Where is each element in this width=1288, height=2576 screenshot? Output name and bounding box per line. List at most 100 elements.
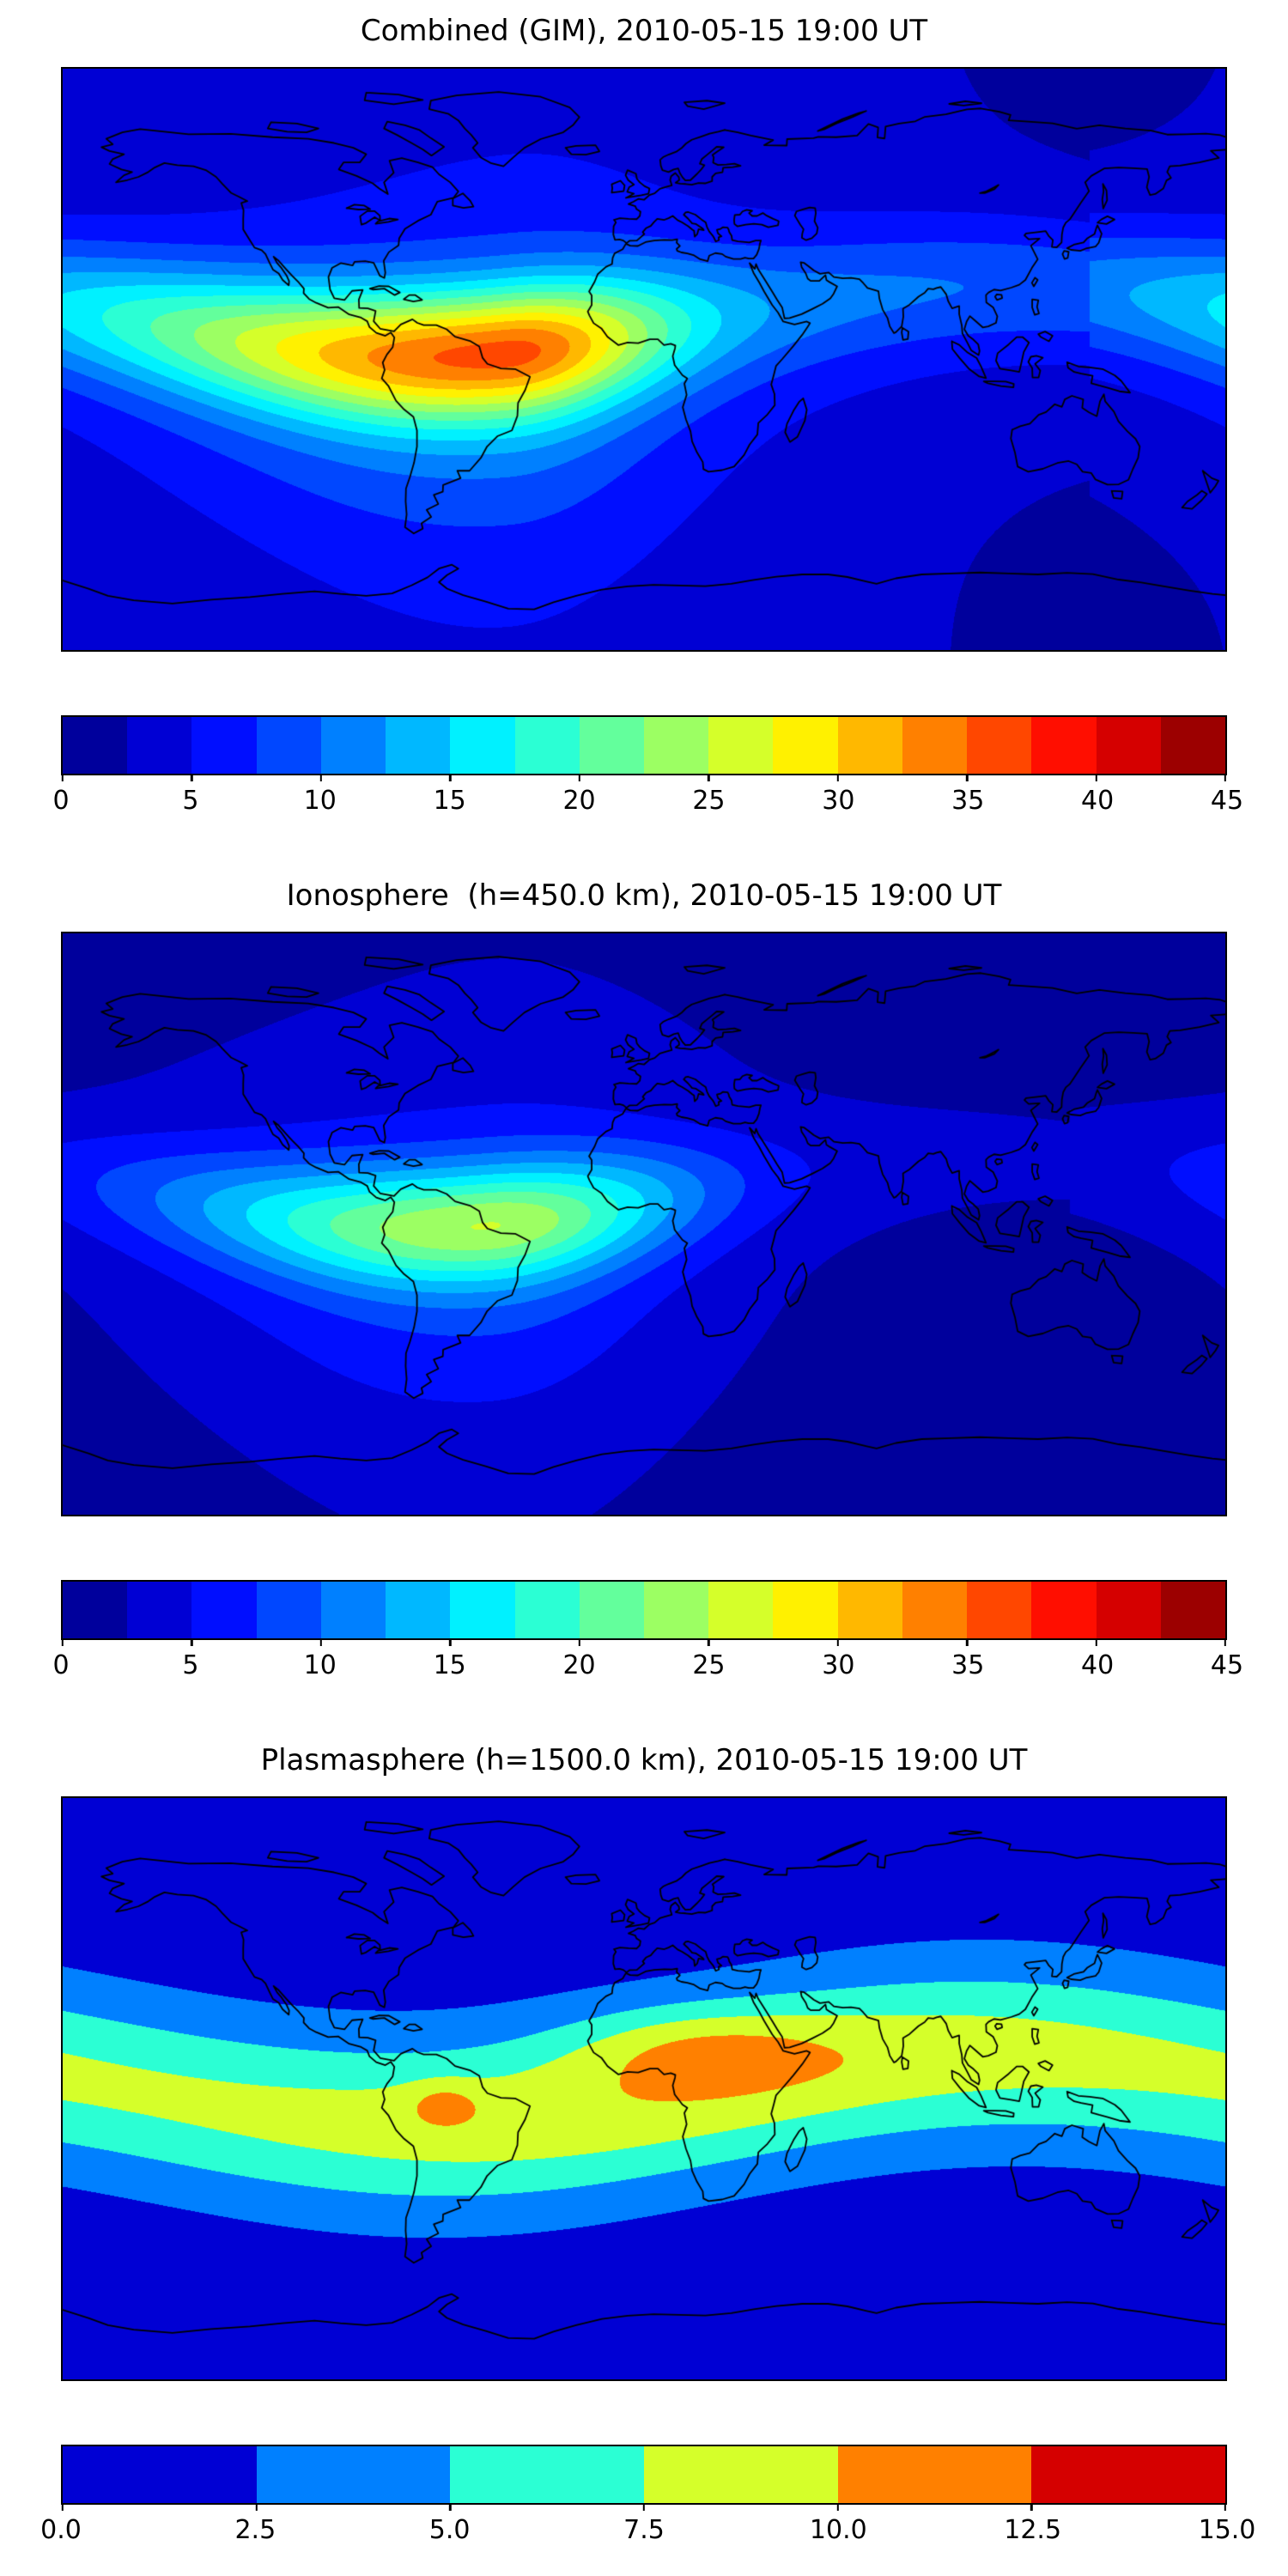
colorbar-tick-label: 30 (822, 786, 855, 816)
colorbar-segment (837, 1582, 902, 1638)
colorbar-segment (191, 1582, 257, 1638)
colorbar-tick-mark (61, 774, 64, 781)
colorbar-segment (63, 2446, 257, 2503)
colorbar-ticks-ionosphere: 0 5 10 15 20 25 30 35 40 45 (52, 1649, 1243, 1690)
colorbar-tick-mark (61, 1638, 64, 1646)
colorbar-tick-mark (965, 1638, 969, 1646)
colorbar-tick-label: 15 (433, 1650, 466, 1680)
colorbar-tick-mark (61, 2503, 64, 2511)
tec-map-canvas-combined (63, 69, 1225, 650)
colorbar-tick-label: 40 (1081, 786, 1115, 816)
colorbar-tick-mark (642, 2503, 646, 2511)
colorbar-segment (127, 717, 192, 774)
colorbar-tick-label: 5 (182, 786, 199, 816)
colorbar-ionosphere (61, 1580, 1227, 1646)
colorbar-segment (386, 1582, 451, 1638)
colorbar-segment (1160, 1582, 1225, 1638)
colorbar-ticks-combined: 0 5 10 15 20 25 30 35 40 45 (52, 784, 1243, 825)
panel-plasmasphere-title: Plasmasphere (h=1500.0 km), 2010-05-15 1… (260, 1743, 1028, 1777)
colorbar-segment (967, 717, 1032, 774)
tec-map-canvas-plasmasphere (63, 1798, 1225, 2379)
colorbar-segment (967, 1582, 1032, 1638)
colorbar-tick-mark (191, 774, 193, 781)
colorbar-tick-mark (1030, 2503, 1033, 2511)
panel-ionosphere: Ionosphere (h=450.0 km), 2010-05-15 19:0… (52, 878, 1243, 1690)
colorbar-segment (579, 717, 644, 774)
colorbar-tick-label: 15 (433, 786, 466, 816)
colorbar-segment (644, 2446, 838, 2503)
colorbar-tick-label: 45 (1210, 786, 1244, 816)
colorbar-tick-label: 0 (52, 786, 70, 816)
colorbar-segment (837, 2446, 1032, 2503)
colorbar-tick-label: 7.5 (623, 2515, 665, 2545)
colorbar-tick-label: 20 (562, 786, 596, 816)
colorbar-tick-label: 25 (692, 1650, 726, 1680)
colorbar-tick-mark (836, 2503, 839, 2511)
colorbar-segment (127, 1582, 192, 1638)
colorbar-tick-label: 35 (951, 786, 985, 816)
colorbar-segment (902, 1582, 968, 1638)
colorbar-segment (256, 717, 321, 774)
colorbar-segment (1031, 1582, 1097, 1638)
colorbar-combined (61, 715, 1227, 781)
colorbar-segment (320, 717, 386, 774)
colorbar-tick-label: 12.5 (1004, 2515, 1062, 2545)
colorbar-segment (1031, 717, 1097, 774)
colorbar-segment (386, 717, 451, 774)
colorbar-segment (514, 1582, 580, 1638)
colorbar-tick-mark (449, 1638, 452, 1646)
colorbar-tick-mark (836, 774, 839, 781)
colorbar-tick-mark (319, 1638, 323, 1646)
colorbar-tick-mark (578, 1638, 580, 1646)
world-map-plasmasphere (61, 1796, 1227, 2381)
colorbar-tick-label: 2.5 (234, 2515, 276, 2545)
tec-map-canvas-ionosphere (63, 933, 1225, 1515)
colorbar-tick-mark (1095, 774, 1097, 781)
colorbar-tick-label: 0 (52, 1650, 70, 1680)
world-map-ionosphere (61, 932, 1227, 1516)
colorbar-tick-label: 5 (182, 1650, 199, 1680)
colorbar-tick-mark (255, 2503, 258, 2511)
colorbar-tick-label: 10 (303, 1650, 337, 1680)
colorbar-tick-label: 35 (951, 1650, 985, 1680)
colorbar-tick-label: 20 (562, 1650, 596, 1680)
colorbar-segment (256, 1582, 321, 1638)
colorbar-tick-mark (1224, 2503, 1227, 2511)
panel-ionosphere-title: Ionosphere (h=450.0 km), 2010-05-15 19:0… (286, 878, 1002, 913)
colorbar-tick-label: 25 (692, 786, 726, 816)
colorbar-ticks-plasmasphere: 0.0 2.5 5.0 7.5 10.0 12.5 15.0 (40, 2513, 1255, 2555)
colorbar-tick-mark (449, 774, 452, 781)
colorbar-tick-mark (965, 774, 969, 781)
colorbar-segment (708, 1582, 774, 1638)
colorbar-segment (450, 1582, 515, 1638)
colorbar-tick-mark (1095, 1638, 1097, 1646)
colorbar-segment (708, 717, 774, 774)
colorbar-segment (191, 717, 257, 774)
colorbar-segment (63, 717, 128, 774)
colorbar-tick-mark (449, 2503, 452, 2511)
colorbar-tick-mark (708, 774, 710, 781)
colorbar-segment (1096, 717, 1161, 774)
colorbar-tick-label: 15.0 (1198, 2515, 1256, 2545)
colorbar-tick-label: 40 (1081, 1650, 1115, 1680)
colorbar-tick-mark (1224, 1638, 1227, 1646)
colorbar-tick-label: 45 (1210, 1650, 1244, 1680)
colorbar-tick-label: 0.0 (40, 2515, 82, 2545)
colorbar-segment (450, 2446, 645, 2503)
colorbar-segment (579, 1582, 644, 1638)
colorbar-tick-label: 10 (303, 786, 337, 816)
colorbar-segment (773, 717, 838, 774)
colorbar-segment (643, 717, 709, 774)
colorbar-tick-label: 5.0 (428, 2515, 471, 2545)
colorbar-tick-mark (1224, 774, 1227, 781)
colorbar-tick-label: 30 (822, 1650, 855, 1680)
panel-combined-title: Combined (GIM), 2010-05-15 19:00 UT (360, 14, 928, 48)
colorbar-tick-mark (836, 1638, 839, 1646)
colorbar-tick-mark (319, 774, 323, 781)
colorbar-segment (1096, 1582, 1161, 1638)
colorbar-segment (902, 717, 968, 774)
colorbar-segment (450, 717, 515, 774)
colorbar-segment (643, 1582, 709, 1638)
colorbar-segment (773, 1582, 838, 1638)
colorbar-segment (1031, 2446, 1226, 2503)
